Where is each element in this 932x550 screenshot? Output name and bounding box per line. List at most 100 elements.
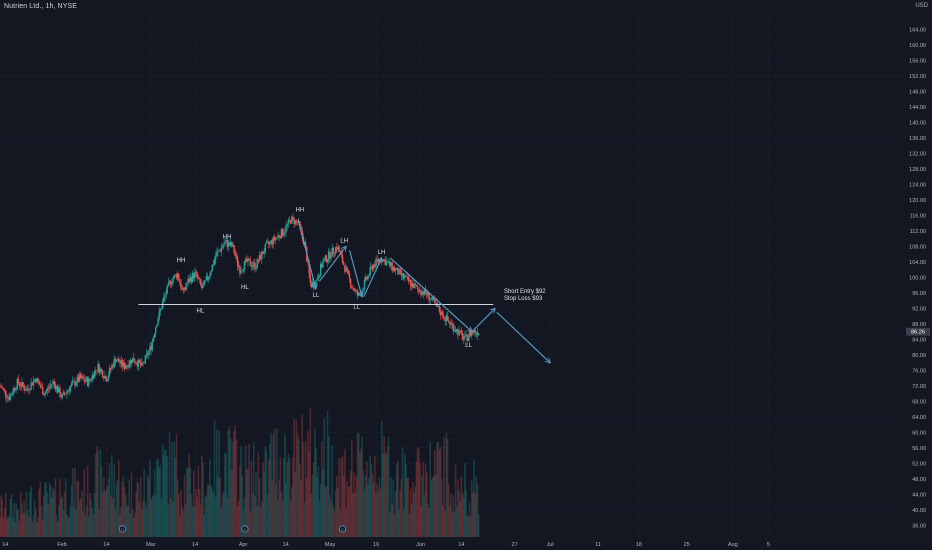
price-tag-label: 86.26 [911,330,925,336]
volume-bar [474,493,477,537]
volume-bar [256,506,259,537]
structure-label: LH [378,250,386,256]
volume-bar [129,513,132,537]
candle-body [429,299,431,301]
trend-arrow [297,219,316,289]
volume-bar [470,480,473,537]
volume-bar [272,434,275,537]
candle-body [193,273,195,279]
volume-bar [229,438,232,537]
candle-body [190,277,193,282]
candle-body [16,378,19,389]
volume-bar [354,491,357,537]
volume-bar [436,442,438,537]
trend-arrow [471,308,495,333]
trend-arrow [349,250,362,296]
y-tick-label: 52.00 [912,461,926,467]
candle-body [238,265,240,268]
candle-body [121,359,123,367]
volume-bar [183,474,186,537]
volume-bar [100,465,103,537]
volume-bar [104,489,106,537]
y-tick-label: 104.00 [909,260,926,266]
volume-bar [173,441,175,537]
candle-body [274,238,277,240]
candle-body [347,269,350,274]
candle-body [293,218,295,225]
trend-arrow [318,246,346,282]
volume-bar [437,441,440,537]
volume-bar [98,509,100,537]
candle-body [93,370,96,379]
volume-bar [63,491,66,537]
candle-body [404,276,406,279]
candle-body [434,299,436,304]
volume-bar [468,502,471,537]
volume-bar [317,466,320,537]
candle-body [46,388,48,392]
volume-bar [400,479,403,537]
volume-bar [146,475,149,537]
y-tick-label: 120.00 [909,198,926,204]
volume-bar [201,455,203,537]
volume-bar [43,495,45,537]
candle-body [186,283,188,288]
candle-body [331,247,333,257]
candle-body [406,276,408,277]
volume-bar [224,452,226,537]
time-axis[interactable]: 14 Feb 14 Mar 14 Apr 14 May 16 Jun 14 27 Jul 11 18 25 Au… [2,542,770,548]
candle-body [60,396,62,398]
candle-body [351,286,353,288]
candle-body [398,269,400,275]
candle-body [366,277,368,280]
volume-bar [228,426,231,537]
volume-bar [157,458,159,537]
volume-bar [189,467,192,537]
volume-bar [141,509,143,537]
volume-bar [258,478,261,537]
y-tick-label: 48.00 [912,477,926,483]
x-tick-label: 18 [636,542,642,548]
candle-body [332,247,335,254]
volume-bar [345,509,347,537]
volume-bar [447,484,450,537]
candle-body [54,383,57,390]
candle-body [467,337,469,341]
volume-bar [384,451,387,537]
volume-bar [105,491,107,537]
volume-bar [438,449,441,537]
chart-title: Nutrien Ltd., 1h, NYSE [4,3,78,10]
candle-body [308,262,310,274]
candle-body [391,262,393,271]
volume-bar [6,519,8,537]
y-tick-label: 80.00 [912,353,926,359]
candle-body [2,388,5,390]
y-tick-label: 108.00 [909,244,926,250]
price-axis[interactable]: 36.00 40.00 44.00 48.00 52.00 56.00 60.00 64.00… [906,27,930,529]
volume-bar [262,462,264,537]
volume-bar [255,472,257,537]
volume-bar [263,471,265,537]
y-tick-label: 36.00 [912,523,926,529]
volume-bar [84,514,87,537]
x-tick-label: May [325,542,336,548]
candle-body [344,265,346,272]
candle-body [220,247,223,252]
volume-bar [198,488,201,537]
y-tick-label: 160.00 [909,43,926,49]
volume-bar [460,477,463,537]
volume-bar [191,505,194,537]
candle-body [189,277,192,283]
candle-body [226,240,228,247]
candle-body [416,286,419,289]
candle-body [258,255,261,262]
candle-body [329,251,331,259]
candle-body [283,233,285,236]
volume-bar [276,428,278,537]
volume-bar [218,430,220,537]
volume-bar [329,495,331,537]
volume-bar [261,501,263,537]
volume-bar [363,489,366,537]
volume-bar [90,499,92,537]
